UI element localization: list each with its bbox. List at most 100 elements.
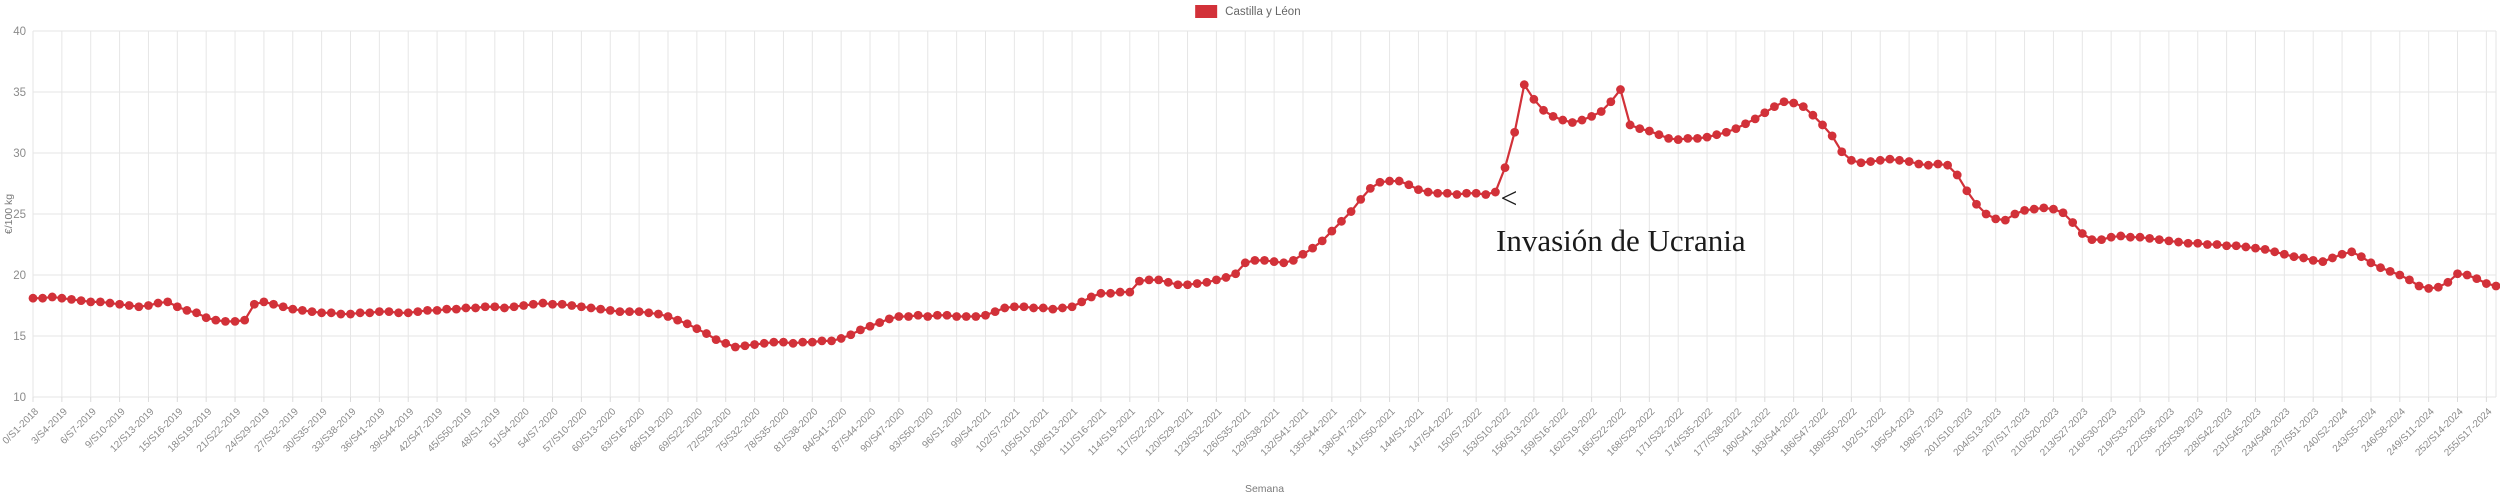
data-point[interactable] — [2318, 257, 2328, 266]
data-point[interactable] — [1077, 297, 1087, 307]
data-point[interactable] — [2183, 238, 2193, 248]
data-point[interactable] — [2106, 232, 2116, 242]
data-point[interactable] — [201, 313, 211, 323]
data-point[interactable] — [307, 307, 317, 316]
data-point[interactable] — [2376, 263, 2385, 273]
data-point[interactable] — [1491, 187, 1500, 197]
data-point[interactable] — [682, 319, 692, 329]
data-point[interactable] — [1067, 302, 1077, 312]
data-point[interactable] — [509, 302, 519, 312]
data-point[interactable] — [2414, 281, 2424, 291]
data-point[interactable] — [2385, 266, 2395, 276]
data-point[interactable] — [971, 312, 981, 321]
data-point[interactable] — [394, 308, 404, 318]
data-point[interactable] — [884, 314, 894, 324]
data-point[interactable] — [1269, 257, 1279, 266]
data-point[interactable] — [144, 301, 153, 310]
data-point[interactable] — [673, 315, 683, 325]
data-point[interactable] — [528, 299, 538, 309]
data-point[interactable] — [317, 308, 327, 318]
data-point[interactable] — [124, 301, 134, 310]
data-point[interactable] — [1933, 159, 1943, 169]
data-point[interactable] — [471, 303, 480, 313]
data-point[interactable] — [1616, 85, 1625, 94]
data-point[interactable] — [1587, 112, 1597, 121]
data-point[interactable] — [1529, 94, 1539, 104]
data-point[interactable] — [2356, 252, 2366, 262]
data-point[interactable] — [278, 302, 288, 312]
data-point[interactable] — [172, 302, 182, 312]
data-point[interactable] — [451, 304, 461, 314]
data-point[interactable] — [1760, 108, 1770, 118]
data-point[interactable] — [567, 301, 577, 310]
data-point[interactable] — [2145, 234, 2155, 243]
data-point[interactable] — [1798, 102, 1808, 112]
data-point[interactable] — [1837, 147, 1847, 157]
series-points[interactable] — [28, 80, 2500, 352]
data-point[interactable] — [2405, 275, 2414, 285]
data-point[interactable] — [2222, 241, 2232, 251]
data-point[interactable] — [2472, 274, 2482, 284]
data-point[interactable] — [721, 338, 731, 348]
data-point[interactable] — [1442, 188, 1452, 198]
data-point[interactable] — [297, 305, 307, 315]
data-point[interactable] — [2289, 252, 2299, 262]
data-point[interactable] — [2424, 284, 2434, 293]
data-point[interactable] — [1818, 120, 1827, 130]
data-point[interactable] — [2328, 253, 2337, 263]
data-point[interactable] — [1721, 127, 1731, 137]
data-point[interactable] — [2270, 247, 2280, 257]
data-point[interactable] — [1404, 180, 1414, 190]
data-point[interactable] — [2116, 231, 2126, 241]
data-point[interactable] — [1452, 190, 1462, 199]
data-point[interactable] — [1808, 110, 1818, 120]
data-point[interactable] — [2077, 229, 2087, 238]
data-point[interactable] — [2029, 204, 2039, 214]
data-point[interactable] — [817, 336, 827, 346]
data-point[interactable] — [67, 295, 76, 304]
data-point[interactable] — [1414, 185, 1423, 195]
data-point[interactable] — [2231, 241, 2241, 251]
data-point[interactable] — [788, 338, 798, 348]
data-point[interactable] — [913, 310, 923, 320]
data-point[interactable] — [1115, 287, 1125, 297]
data-point[interactable] — [230, 316, 240, 326]
data-point[interactable] — [519, 301, 529, 310]
data-point[interactable] — [586, 303, 596, 313]
data-point[interactable] — [2299, 253, 2308, 263]
data-point[interactable] — [1625, 120, 1635, 130]
data-point[interactable] — [1096, 288, 1106, 298]
data-point[interactable] — [1144, 275, 1154, 285]
data-point[interactable] — [384, 307, 394, 316]
data-point[interactable] — [1558, 115, 1568, 125]
data-point[interactable] — [1385, 176, 1394, 186]
data-point[interactable] — [2308, 255, 2318, 265]
data-point[interactable] — [904, 312, 913, 321]
data-point[interactable] — [1856, 158, 1866, 168]
data-point[interactable] — [702, 329, 711, 338]
data-point[interactable] — [2125, 232, 2135, 242]
data-point[interactable] — [942, 310, 952, 320]
data-point[interactable] — [1192, 279, 1202, 288]
data-point[interactable] — [240, 315, 250, 325]
data-point[interactable] — [2154, 235, 2164, 245]
data-point[interactable] — [1904, 157, 1914, 166]
data-point[interactable] — [2068, 218, 2078, 227]
data-point[interactable] — [95, 297, 105, 307]
data-point[interactable] — [875, 318, 885, 327]
data-point[interactable] — [1202, 277, 1212, 287]
data-point[interactable] — [1693, 133, 1702, 143]
data-point[interactable] — [1231, 269, 1241, 279]
data-point[interactable] — [1173, 280, 1183, 290]
data-point[interactable] — [249, 299, 259, 309]
data-point[interactable] — [163, 297, 173, 307]
data-point[interactable] — [1519, 80, 1529, 90]
data-point[interactable] — [557, 299, 567, 309]
data-point[interactable] — [2241, 242, 2251, 252]
data-point[interactable] — [1539, 105, 1548, 115]
data-point[interactable] — [1240, 258, 1250, 268]
data-point[interactable] — [2337, 249, 2347, 259]
data-point[interactable] — [1683, 133, 1693, 143]
data-point[interactable] — [105, 298, 115, 308]
data-point[interactable] — [730, 342, 740, 352]
